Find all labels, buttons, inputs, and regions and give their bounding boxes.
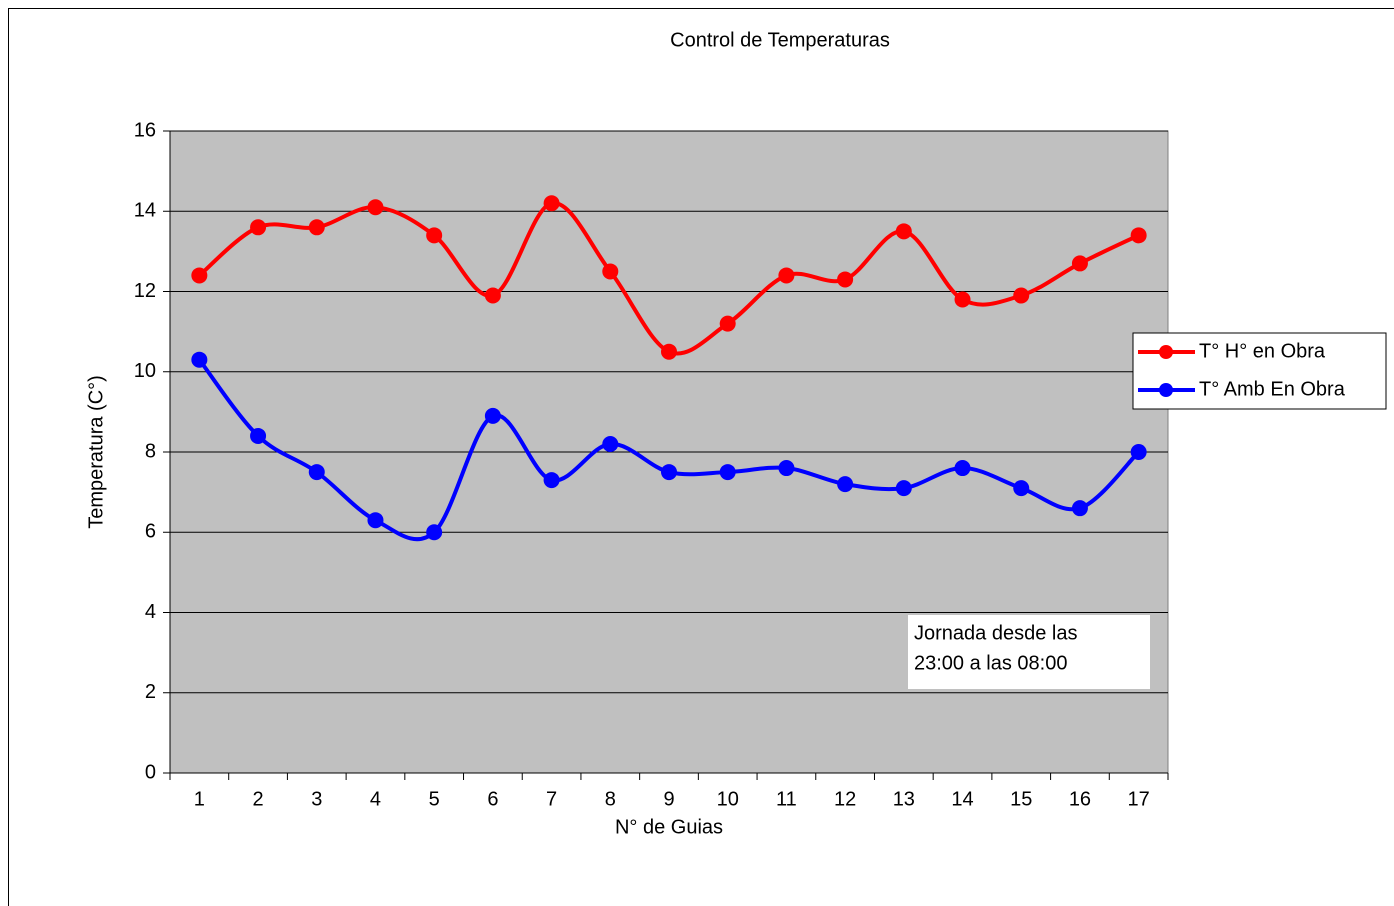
y-tick-label: 12 [134, 280, 156, 302]
data-point [661, 343, 677, 360]
x-tick-label: 7 [546, 788, 557, 810]
legend-label: T° H° en Obra [1199, 340, 1326, 362]
data-point [1013, 287, 1030, 304]
x-tick-label: 17 [1128, 788, 1150, 810]
data-point [543, 195, 560, 212]
y-axis-label: Temperatura (C°) [85, 375, 107, 529]
x-tick-label: 15 [1010, 788, 1032, 810]
data-point [1013, 480, 1030, 497]
x-tick-label: 2 [252, 788, 263, 810]
x-tick-label: 6 [487, 788, 498, 810]
x-tick-label: 8 [605, 788, 616, 810]
data-point [719, 315, 736, 332]
x-tick-label: 9 [663, 788, 674, 810]
data-point [1130, 444, 1147, 460]
y-tick-label: 4 [145, 601, 156, 623]
annotation-box [908, 615, 1150, 689]
legend-marker [1159, 383, 1173, 397]
x-tick-label: 4 [370, 788, 381, 810]
y-tick-label: 10 [134, 360, 156, 382]
data-point [895, 480, 912, 497]
x-tick-label: 5 [429, 788, 440, 810]
data-point [426, 524, 443, 541]
data-point [1071, 255, 1088, 272]
data-point [250, 219, 267, 236]
x-tick-label: 12 [834, 788, 856, 810]
data-point [895, 223, 912, 240]
y-tick-label: 6 [145, 521, 156, 543]
data-point [484, 287, 501, 304]
data-point [778, 267, 795, 284]
series-line [197, 358, 1141, 542]
x-tick-label: 13 [893, 788, 915, 810]
data-point [837, 271, 854, 288]
data-point [191, 351, 208, 368]
legend-label: T° Amb En Obra [1199, 378, 1346, 400]
x-tick-label: 11 [776, 788, 797, 810]
y-tick-label: 2 [145, 681, 156, 703]
data-point [719, 464, 736, 481]
y-tick-label: 16 [134, 119, 156, 141]
y-tick-label: 14 [134, 200, 156, 222]
data-point [1130, 227, 1147, 244]
data-point [954, 460, 971, 477]
data-point [367, 199, 384, 216]
x-tick-label: 1 [194, 788, 205, 810]
data-point [661, 464, 677, 481]
data-point [1071, 500, 1088, 517]
chart-title: Control de Temperaturas [670, 29, 890, 51]
data-point [484, 407, 501, 424]
data-point [602, 263, 619, 280]
x-axis-label: N° de Guias [615, 816, 723, 838]
data-point [426, 227, 443, 244]
data-point [602, 435, 619, 452]
data-point [367, 512, 384, 529]
legend [1132, 332, 1387, 410]
data-point [543, 472, 560, 489]
annotation-text: 23:00 a las 08:00 [914, 652, 1067, 674]
legend-marker [1159, 345, 1173, 359]
y-tick-label: 8 [145, 440, 156, 462]
y-tick-label: 0 [145, 761, 156, 783]
data-point [308, 219, 325, 236]
x-tick-label: 14 [951, 788, 973, 810]
data-point [837, 476, 854, 493]
annotation-text: Jornada desde las [914, 622, 1077, 644]
x-tick-label: 3 [311, 788, 322, 810]
data-point [954, 291, 971, 308]
data-point [308, 464, 325, 481]
data-point [778, 460, 795, 477]
data-point [191, 267, 208, 284]
data-point [250, 427, 267, 444]
x-tick-label: 16 [1069, 788, 1091, 810]
x-tick-label: 10 [717, 788, 739, 810]
